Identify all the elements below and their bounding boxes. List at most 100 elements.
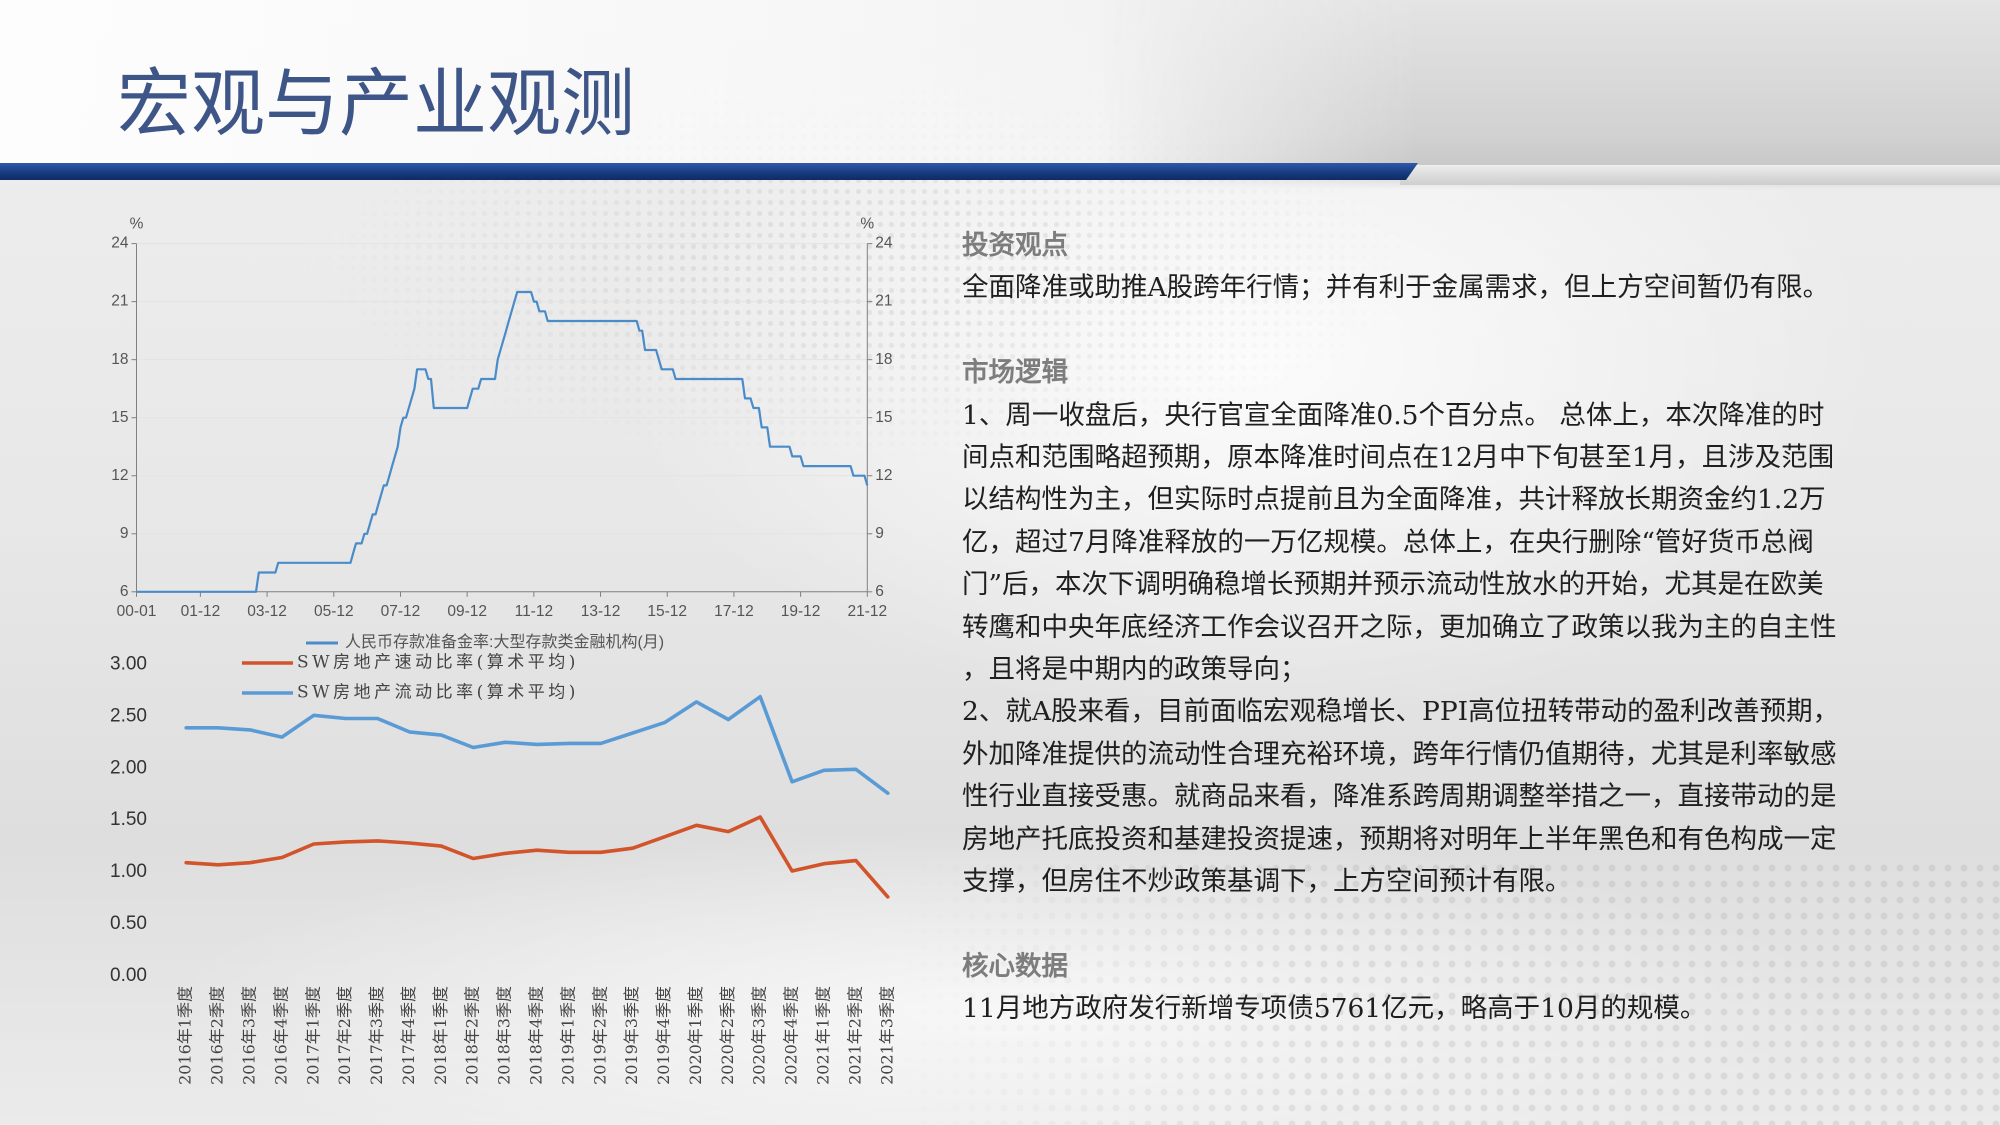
data-point [660,368,663,371]
data-point [758,695,762,699]
y-tick-label: 15 [111,409,128,426]
data-point [535,742,539,746]
data-point [399,426,402,429]
x-category-label: 2020年1季度 [686,986,705,1085]
y-unit-label: % [130,216,144,233]
data-point [532,300,535,303]
series-line-current-ratio [184,694,890,795]
floor-dots-decoration [900,860,2000,1125]
series-line-quick-ratio [184,815,890,899]
reserve-ratio-line-chart: 6 6 9 9 12 12 15 15 18 18 21 21 24 24 00-01 01-12 03-12 0… [111,216,893,652]
data-point [368,523,371,526]
data-point [344,840,348,844]
data-point [505,329,508,332]
data-point [567,741,571,745]
data-point [277,561,280,564]
data-point [380,494,383,497]
data-point [516,290,519,293]
data-point [822,768,826,772]
y-tick-label: 0.00 [110,965,147,986]
data-point [599,850,603,854]
data-point [376,839,380,843]
data-point [538,310,541,313]
y-tick-label: 24 [111,235,129,252]
data-point [410,397,413,400]
x-tick-label: 01-12 [181,603,221,620]
body-line: 性行业直接受惠。就商品来看，降准系跨周期调整举措之一，直接带动的是 [962,781,1837,813]
x-category-label: 2018年2季度 [463,986,482,1085]
data-point [502,339,505,342]
data-point [216,863,220,867]
data-point [439,733,443,737]
data-point [854,859,858,863]
body-line: 11月地方政府发行新增专项债5761亿元，略高于10月的规模。 [962,993,1707,1025]
data-point [468,397,471,400]
data-point [507,319,510,322]
data-point [363,532,366,535]
legend-label: 人民币存款准备金率:大型存款类金融机构(月) [345,633,664,651]
data-point [631,846,635,850]
header-rule-underlay [1400,165,2000,185]
x-category-label: 2021年3季度 [877,986,896,1085]
data-point [376,716,380,720]
data-point [822,862,826,866]
body-line: 1、周一收盘后，央行官宣全面降准0.5个百分点。 总体上，本次降准的时 [962,399,1825,431]
body-line: 间点和范围略超预期，原本降准时间点在12月中下旬甚至1月，且涉及范围 [962,442,1835,474]
x-tick-label: 09-12 [447,603,487,620]
section-heading: 投资观点 [962,230,1068,261]
data-point [510,310,513,313]
y2-tick-label: 12 [875,467,892,484]
data-point [391,465,394,468]
data-point [752,407,755,410]
data-point [439,844,443,848]
data-point [135,590,138,593]
x-category-label: 2021年1季度 [814,986,833,1085]
series-line-reserve-ratio [136,290,869,593]
data-point [790,869,794,873]
section-investment-view: 投资观点 全面降准或助推A股跨年行情；并有利于金属需求，但上方空间暂仍有限。 [962,225,1862,310]
y-tick-label: 18 [111,351,128,368]
x-category-label: 2019年3季度 [622,986,641,1085]
x-category-label: 2019年4季度 [654,986,673,1085]
y-tick-label: 6 [120,583,129,600]
y2-tick-label: 15 [875,409,892,426]
data-point [503,740,507,744]
data-point [657,358,660,361]
data-point [257,571,260,574]
x-category-label: 2020年3季度 [750,986,769,1085]
y2-tick-label: 18 [875,351,892,368]
data-point [312,713,316,717]
data-point [413,387,416,390]
data-point [758,815,762,819]
legend-label: SW房地产速动比率(算术平均) [297,653,579,673]
body-line: 支撑，但房住不炒政策基调下，上方空间预计有限。 [962,866,1572,898]
y2-tick-label: 21 [875,293,892,310]
x-category-label: 2016年3季度 [239,986,258,1085]
data-point [355,542,358,545]
data-point [674,378,677,381]
data-point [480,378,483,381]
x-category-label: 2020年4季度 [782,986,801,1085]
data-point [694,700,698,704]
x-tick-label: 13-12 [581,603,621,620]
data-point [371,513,374,516]
data-point [854,767,858,771]
data-point [407,407,410,410]
data-point [388,474,391,477]
data-point [744,397,747,400]
data-point [535,848,539,852]
data-point [499,348,502,351]
data-point [393,455,396,458]
x-category-label: 2017年3季度 [367,986,386,1085]
data-point [790,780,794,784]
data-point [791,455,794,458]
data-point [216,726,220,730]
x-category-label: 2016年4季度 [271,986,290,1085]
data-point [546,319,549,322]
data-point [407,730,411,734]
y-tick-label: 1.50 [110,809,147,830]
data-point [496,358,499,361]
data-point [248,728,252,732]
data-point [416,368,419,371]
page-title: 宏观与产业观测 [117,61,635,147]
